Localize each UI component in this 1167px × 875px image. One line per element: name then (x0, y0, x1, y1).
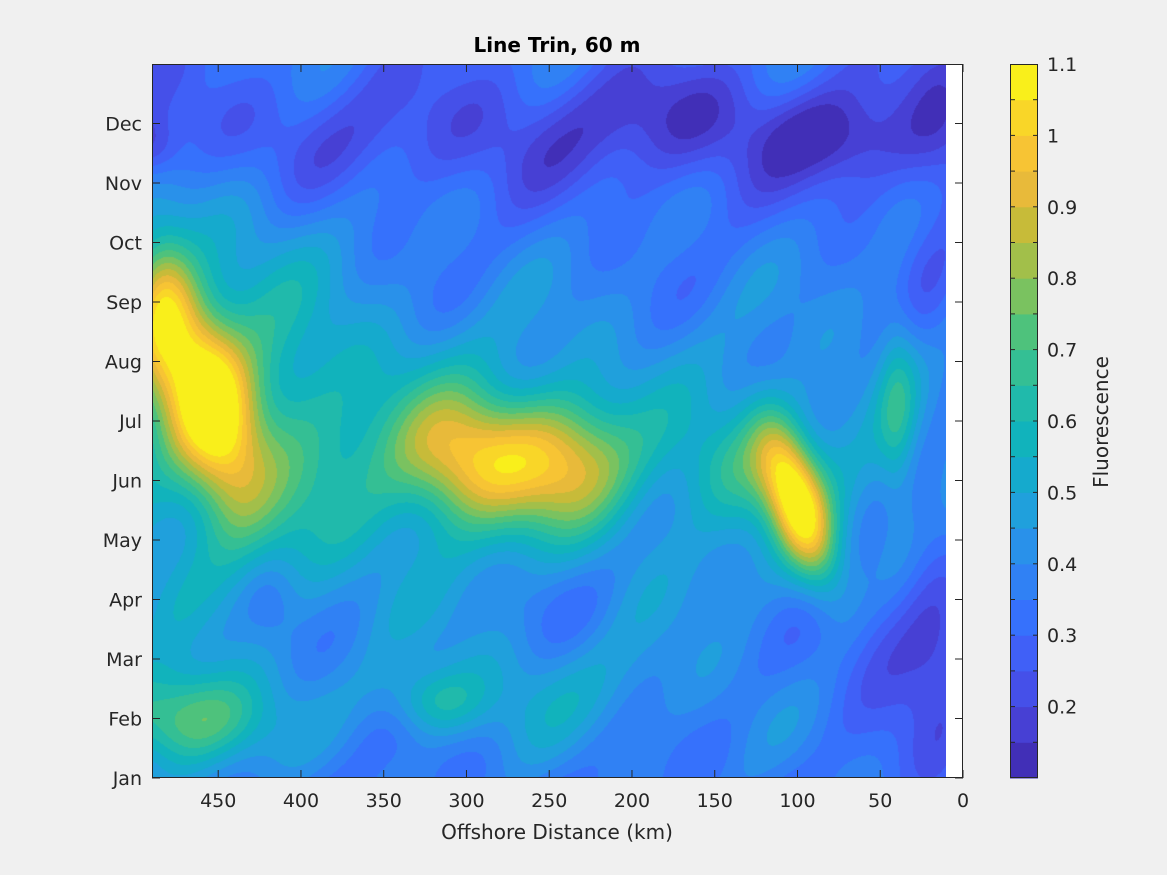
colorbar-band (1010, 99, 1038, 136)
y-tick-label: Apr (109, 590, 142, 612)
colorbar-band (1010, 313, 1038, 351)
x-tick-label: 350 (366, 790, 402, 812)
colorbar-band (1010, 64, 1038, 101)
colorbar-band (1010, 706, 1038, 743)
y-axis: Jan Feb Mar Apr May Jun Jul Aug Sep Oct Nov Dec (103, 114, 963, 790)
colorbar-tick-label: 0.8 (1047, 268, 1077, 290)
colorbar-band (1010, 635, 1038, 672)
colorbar-band (1010, 171, 1038, 208)
y-tick-label: Feb (108, 709, 142, 731)
colorbar-tick-label: 0.2 (1047, 697, 1077, 719)
chart-title: Line Trin, 60 m (474, 33, 641, 57)
x-tick-label: 100 (779, 790, 815, 812)
y-tick-label: May (103, 530, 142, 552)
colorbar-band (1010, 421, 1038, 458)
fluorescence-heatmap (152, 64, 946, 778)
x-axis: 450 400 350 300 250 200 150 100 50 0 (200, 64, 969, 812)
colorbar-band (1010, 742, 1038, 779)
colorbar-tick-label: 0.3 (1047, 625, 1077, 647)
x-axis-label: Offshore Distance (km) (441, 820, 673, 844)
colorbar-band (1010, 278, 1038, 315)
y-tick-label: Nov (105, 173, 142, 195)
x-tick-label: 200 (614, 790, 650, 812)
colorbar-tick-label: 0.7 (1047, 340, 1077, 362)
colorbar-band (1010, 135, 1038, 172)
colorbar-band (1010, 349, 1038, 386)
x-tick-label: 300 (448, 790, 484, 812)
colorbar: 0.2 0.3 0.4 0.5 0.6 0.7 0.8 0.9 1 1.1 (1010, 54, 1077, 779)
heatmap-foreign (152, 64, 946, 778)
x-tick-label: 250 (531, 790, 567, 812)
colorbar-band (1010, 492, 1038, 529)
y-tick-label: Sep (106, 292, 142, 314)
colorbar-label: Fluorescence (1089, 356, 1113, 488)
colorbar-tick-label: 0.4 (1047, 554, 1077, 576)
colorbar-band (1010, 528, 1038, 565)
y-tick-label: Mar (106, 649, 142, 671)
colorbar-tick-label: 0.9 (1047, 197, 1077, 219)
y-tick-label: Jul (118, 411, 142, 433)
x-tick-label: 0 (957, 790, 969, 812)
colorbar-tick-label: 0.5 (1047, 482, 1077, 504)
colorbar-tick-label: 1.1 (1047, 54, 1077, 76)
colorbar-band (1010, 599, 1038, 636)
x-tick-label: 450 (200, 790, 236, 812)
y-tick-label: Oct (109, 233, 142, 255)
y-tick-label: Dec (105, 114, 142, 136)
colorbar-tick-label: 1 (1047, 125, 1059, 147)
x-tick-label: 150 (697, 790, 733, 812)
x-tick-label: 400 (283, 790, 319, 812)
y-tick-label: Aug (105, 352, 142, 374)
y-tick-label: Jun (111, 471, 142, 493)
colorbar-band (1010, 670, 1038, 708)
colorbar-band (1010, 385, 1038, 422)
x-tick-label: 50 (868, 790, 892, 812)
colorbar-band (1010, 242, 1038, 279)
colorbar-band (1010, 456, 1038, 493)
colorbar-tick-label: 0.6 (1047, 411, 1077, 433)
colorbar-band (1010, 206, 1038, 243)
y-tick-label: Jan (112, 768, 142, 790)
colorbar-band (1010, 563, 1038, 600)
